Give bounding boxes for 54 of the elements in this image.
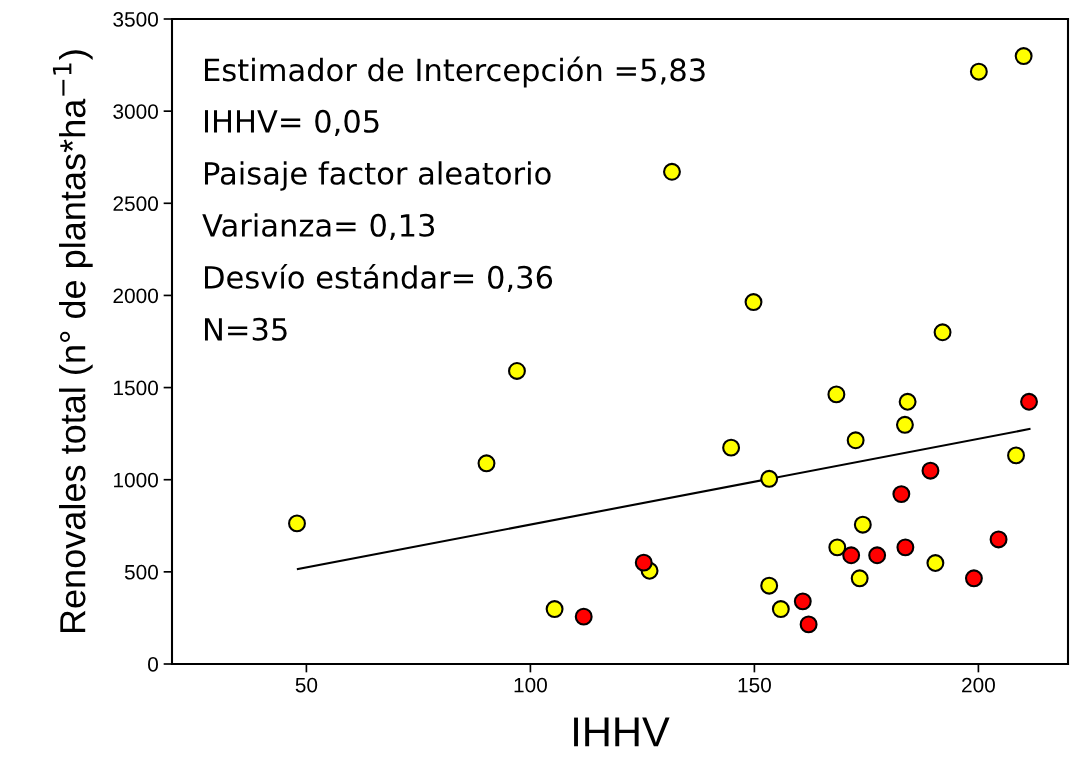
point <box>793 592 812 611</box>
y-tick-label: 3500 <box>113 12 158 27</box>
point <box>969 62 988 81</box>
x-tick-label: 50 <box>295 677 318 693</box>
point <box>853 515 872 534</box>
y-tick-label: 1000 <box>114 472 158 488</box>
point <box>663 162 681 181</box>
x-tick-label: 100 <box>514 677 547 693</box>
annotation: N=35 <box>205 317 287 341</box>
point <box>1014 47 1033 65</box>
point <box>896 538 915 557</box>
point <box>933 323 952 342</box>
point <box>1020 392 1038 411</box>
point <box>574 607 593 626</box>
point <box>771 600 790 619</box>
point <box>846 431 865 450</box>
point <box>477 454 496 473</box>
y-tick-label: 0 <box>148 657 158 672</box>
annotation: Desvío estándar= 0,36 <box>205 263 553 292</box>
point <box>898 392 917 411</box>
point <box>508 362 526 380</box>
point <box>892 485 911 504</box>
x-tick-label: 150 <box>738 677 771 693</box>
point <box>827 385 846 404</box>
point <box>926 554 945 572</box>
point <box>964 569 983 588</box>
point <box>850 569 869 588</box>
point <box>895 415 914 434</box>
point <box>842 546 861 565</box>
x-tick-label: 200 <box>962 677 995 693</box>
point <box>744 293 763 312</box>
y-tick-label: 3000 <box>113 104 158 119</box>
point <box>545 600 564 619</box>
annotation: IHHV= 0,05 <box>205 109 379 136</box>
x-axis-title: IHHV <box>574 717 670 747</box>
y-tick-label: 500 <box>124 564 158 580</box>
point <box>868 546 887 565</box>
point <box>760 469 779 488</box>
point <box>989 530 1008 549</box>
annotation: Estimador de Intercepción =5,83 <box>205 56 705 88</box>
point <box>1007 446 1025 465</box>
y-tick-label: 1500 <box>114 380 158 396</box>
point <box>799 615 818 634</box>
point <box>828 538 847 557</box>
y-tick-label: 2500 <box>113 196 158 212</box>
annotation: Paisaje factor aleatorio <box>205 161 551 191</box>
y-tick-label: 2000 <box>113 288 158 304</box>
annotation: Varianza= 0,13 <box>202 213 435 240</box>
point <box>634 553 653 572</box>
point <box>288 514 306 533</box>
point <box>722 438 741 457</box>
point <box>921 461 940 480</box>
y-axis-title: Renovales total (n° de plantas*ha$^{−1}$) <box>52 50 93 633</box>
point <box>760 576 779 595</box>
